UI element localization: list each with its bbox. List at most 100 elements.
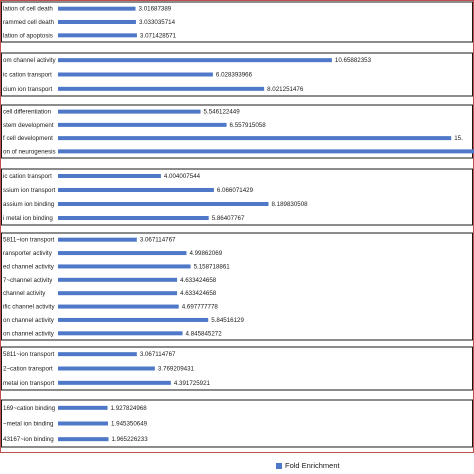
- category-label: i metal ion binding: [3, 215, 53, 222]
- value-label: 6.557915058: [230, 122, 267, 129]
- category-label: om channel activity: [3, 57, 57, 64]
- legend-swatch: [276, 462, 282, 469]
- bar: [58, 58, 332, 63]
- value-label: 1.927824968: [111, 405, 148, 412]
- value-label: 3.071428571: [140, 32, 177, 39]
- bar: [58, 86, 265, 91]
- bar: [58, 6, 136, 11]
- bar: [58, 136, 452, 141]
- bar: [58, 277, 178, 282]
- value-label: 5.158718861: [194, 263, 231, 270]
- group-frame: [1, 399, 473, 448]
- category-label: 43167~ion binding: [3, 436, 54, 443]
- category-label: on channel activity: [3, 317, 55, 324]
- value-label: 15.: [454, 135, 463, 142]
- bar: [58, 421, 108, 426]
- category-label: lation of apoptosis: [3, 32, 53, 39]
- bar: [58, 352, 137, 357]
- bar: [58, 380, 171, 385]
- value-label: 4.99862069: [189, 250, 222, 257]
- category-label: 5811~ion transport: [3, 237, 55, 244]
- legend-label: Fold Enrichment: [285, 461, 340, 470]
- bar-group: 5811~ion transport 3.067114767 ransporter …: [1, 232, 473, 341]
- bar: [58, 33, 137, 38]
- category-label: metal ion transport: [3, 380, 55, 387]
- value-label: 4.697777778: [182, 304, 219, 311]
- legend: Fold Enrichment: [276, 461, 340, 470]
- bar-group: om channel activity 10.65882353 ic cation …: [1, 52, 473, 97]
- bar: [58, 405, 108, 410]
- bar-group: 169~cation binding 1.927824968 ~metal ion …: [1, 399, 473, 448]
- value-label: 3.033035714: [139, 19, 176, 26]
- bar: [58, 174, 161, 178]
- group-frame: [1, 104, 473, 159]
- bar: [58, 202, 269, 206]
- category-label: cell differentiation: [3, 109, 52, 116]
- value-label: 8.189830508: [271, 201, 308, 208]
- value-label: 6.028393966: [216, 72, 253, 79]
- group-frame: [1, 168, 473, 226]
- value-label: 3.067114767: [140, 237, 176, 244]
- bar: [58, 251, 187, 256]
- bar-group: cell differentiation 5.546122449 stem deve…: [1, 104, 474, 159]
- bar-group: lation of cell death 3.01687389 rammed cel…: [1, 1, 473, 43]
- bar: [58, 20, 136, 24]
- category-label: ic cation transport: [3, 173, 52, 180]
- value-label: 3.067114767: [140, 351, 176, 358]
- category-label: cium ion transport: [3, 86, 52, 93]
- category-label: ransporter activity: [3, 250, 53, 257]
- bar: [58, 109, 201, 114]
- category-label: f cell development: [3, 135, 53, 142]
- bar: [58, 149, 474, 154]
- value-label: 5.546122449: [204, 109, 241, 116]
- bar: [58, 188, 214, 192]
- category-label: on of neurogenesis: [3, 148, 56, 155]
- value-label: 4.004007544: [164, 173, 201, 180]
- value-label: 5.86407767: [212, 215, 245, 222]
- category-label: stem development: [3, 122, 54, 129]
- value-label: 5.84516129: [211, 317, 244, 324]
- bar: [58, 304, 179, 309]
- group-frame: [1, 52, 473, 97]
- bar-group: ic cation transport 4.004007544 ssium ion …: [1, 168, 473, 226]
- group-frame: [1, 346, 473, 391]
- bar: [58, 331, 183, 336]
- bar: [58, 264, 191, 269]
- value-label: 4.391725921: [174, 380, 211, 387]
- value-label: 4.633424658: [180, 277, 217, 284]
- bar: [58, 122, 227, 127]
- group-frame: [1, 232, 473, 341]
- category-label: 7~channel activity: [3, 277, 53, 284]
- category-label: channel activity: [3, 290, 46, 297]
- bar-group: 5811~ion transport 3.067114767 2~cation tr…: [1, 346, 473, 391]
- value-label: 8.021251476: [267, 86, 304, 93]
- group-frame: [1, 1, 473, 43]
- category-label: on channel activity: [3, 330, 55, 337]
- bar: [58, 72, 213, 77]
- value-label: 4.633424658: [180, 290, 217, 297]
- category-label: rammed cell death: [3, 19, 54, 26]
- bar: [58, 291, 178, 296]
- value-label: 4.845845272: [186, 330, 223, 337]
- category-label: assium ion binding: [3, 201, 55, 208]
- bar: [58, 437, 109, 442]
- category-label: ~metal ion binding: [3, 421, 54, 428]
- bar: [58, 237, 137, 242]
- category-label: 169~cation binding: [3, 405, 56, 412]
- value-label: 3.769209431: [158, 366, 195, 373]
- category-label: 5811~ion transport: [3, 351, 55, 358]
- value-label: 10.65882353: [335, 57, 372, 64]
- category-label: lation of cell death: [3, 6, 53, 13]
- bar: [58, 366, 155, 371]
- value-label: 6.066071429: [217, 187, 254, 194]
- value-label: 3.01687389: [139, 6, 172, 13]
- category-label: ific channel activity: [3, 304, 55, 311]
- bar-groups: lation of cell death 3.01687389 rammed cel…: [1, 1, 474, 448]
- value-label: 1.945350649: [111, 421, 148, 428]
- category-label: ssium ion transport: [3, 187, 56, 194]
- category-label: ic cation transport: [3, 72, 52, 79]
- bar: [58, 317, 209, 322]
- bar: [58, 216, 209, 220]
- category-label: 2~cation transport: [3, 366, 53, 373]
